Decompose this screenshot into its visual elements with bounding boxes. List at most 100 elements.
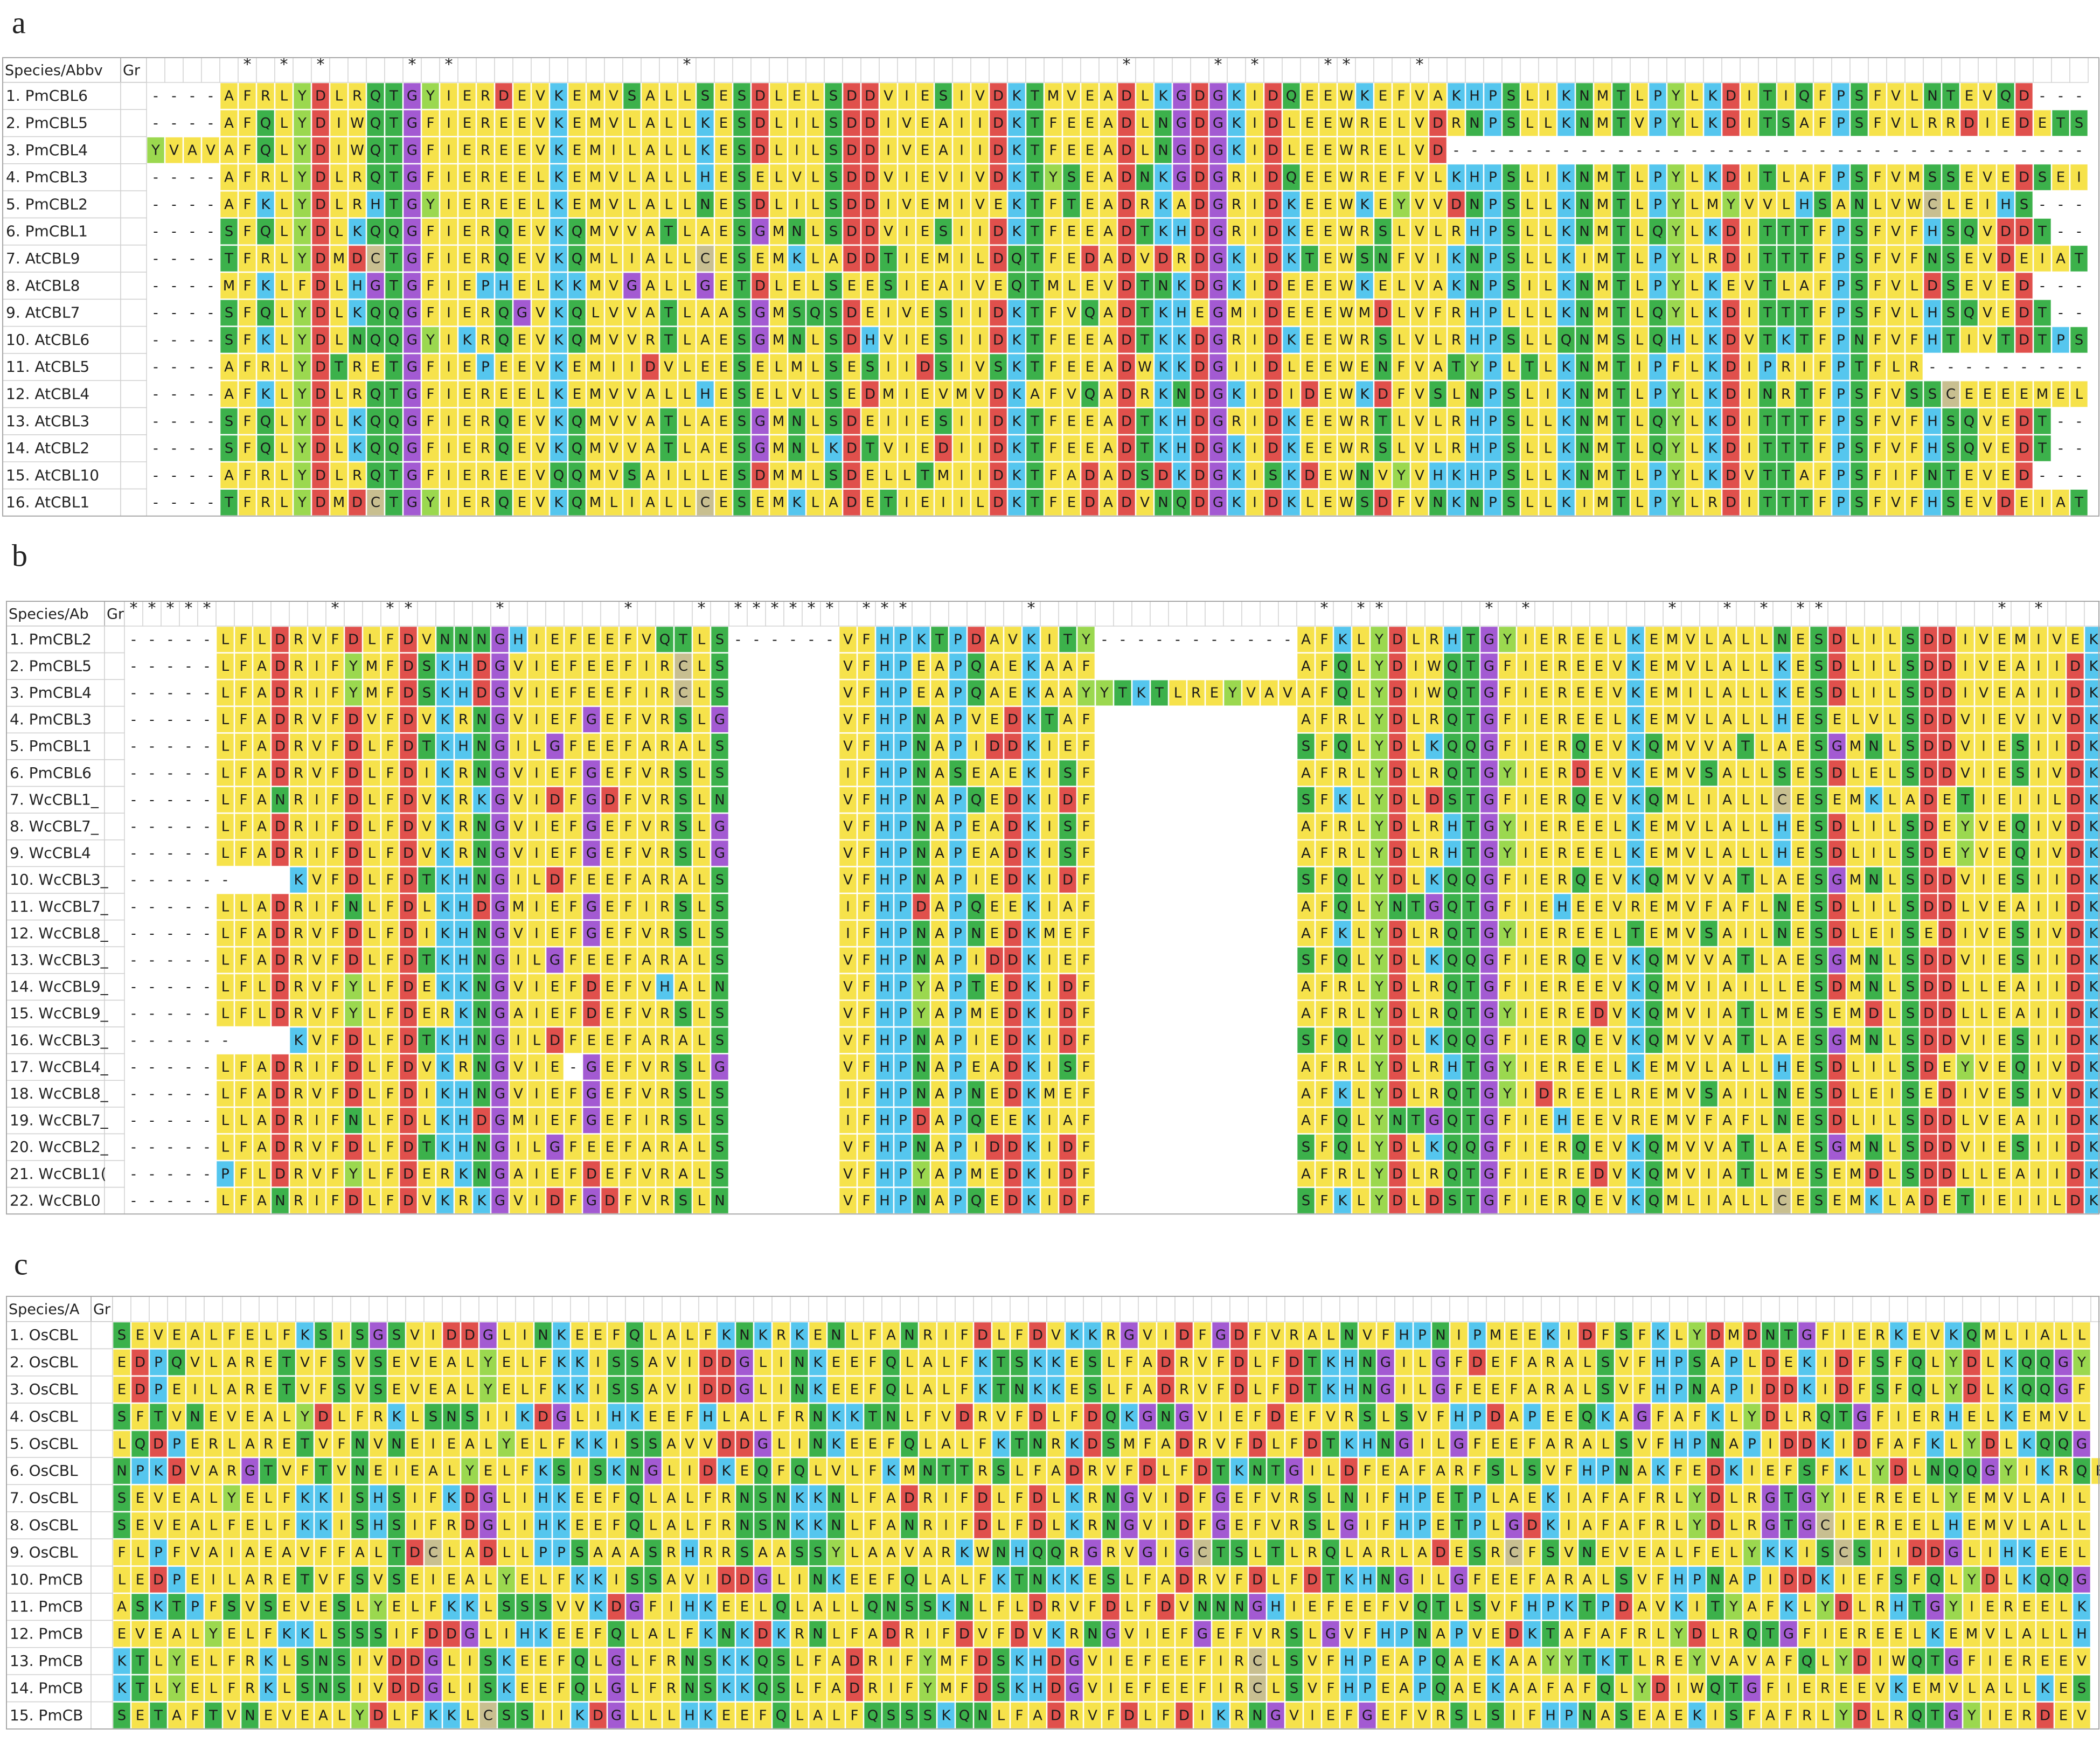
header-grid-cell xyxy=(955,1296,974,1322)
header-grid-cell xyxy=(1284,1296,1304,1322)
header-grid-cell xyxy=(1541,1296,1560,1322)
header-grid-cell xyxy=(1703,57,1722,83)
residue-cell xyxy=(1539,164,1557,191)
residue-cell xyxy=(714,191,733,218)
header-grid-cell xyxy=(662,1296,681,1322)
residue-cell xyxy=(238,82,256,109)
residue-cell xyxy=(1978,191,1997,218)
residue-cell xyxy=(440,82,458,109)
residue-cell xyxy=(403,218,421,245)
residue-cell xyxy=(458,245,476,272)
sequence-name: 21. WcCBL1( xyxy=(10,1165,107,1183)
residue-cell xyxy=(824,109,843,137)
residue-cell xyxy=(1722,109,1740,137)
residue-cell xyxy=(458,164,476,191)
residue-cell xyxy=(1355,82,1374,109)
residue-cell xyxy=(476,82,495,109)
residue-cell xyxy=(1960,82,1978,109)
residue-cell xyxy=(1264,245,1282,272)
residue-cell xyxy=(898,245,916,272)
residue-cell xyxy=(769,218,788,245)
residue-cell xyxy=(1044,164,1062,191)
column-header[interactable]: Species/A xyxy=(9,1301,80,1318)
header-grid-cell xyxy=(1208,57,1228,83)
residue-cell xyxy=(568,272,586,299)
residue-cell xyxy=(165,137,183,164)
residue-cell xyxy=(385,137,403,164)
residue-cell xyxy=(220,191,238,218)
residue-cell xyxy=(1374,164,1392,191)
header-grid-cell xyxy=(1742,1296,1762,1322)
header-grid-cell xyxy=(167,1296,186,1322)
residue-cell xyxy=(879,82,898,109)
residue-cell xyxy=(495,245,513,272)
header-grid-cell xyxy=(643,1296,663,1322)
residue-cell xyxy=(1465,245,1484,272)
residue-cell xyxy=(1887,218,1905,245)
residue-cell xyxy=(1649,109,1667,137)
residue-cell xyxy=(568,245,586,272)
residue-cell xyxy=(1026,245,1044,272)
residue-cell xyxy=(220,109,238,137)
residue-cell xyxy=(330,82,348,109)
residue-cell xyxy=(1942,109,1960,137)
residue-cell xyxy=(366,191,385,218)
header-grid-cell xyxy=(329,57,349,83)
residue-cell xyxy=(1319,137,1337,164)
column-header[interactable]: Gr xyxy=(93,1301,111,1318)
residue-cell xyxy=(1209,109,1227,137)
header-grid-cell xyxy=(1761,1296,1780,1322)
residue-cell xyxy=(1447,218,1465,245)
residue-cell xyxy=(659,164,678,191)
residue-cell xyxy=(1612,191,1630,218)
residue-cell xyxy=(403,109,421,137)
panel-label: a xyxy=(12,5,26,40)
residue-cell xyxy=(843,164,861,191)
residue-cell xyxy=(659,245,678,272)
residue-cell xyxy=(385,245,403,272)
residue-cell xyxy=(1447,245,1465,272)
residue-cell xyxy=(989,218,1007,245)
residue-cell xyxy=(1649,245,1667,272)
column-header[interactable]: Species/Ab xyxy=(9,606,89,623)
residue-cell xyxy=(843,218,861,245)
header-grid-cell xyxy=(1944,1296,1963,1322)
header-cell[interactable] xyxy=(2,57,121,83)
residue-cell xyxy=(476,109,495,137)
header-grid-cell xyxy=(717,1296,736,1322)
column-header[interactable]: Gr xyxy=(107,606,124,623)
column-header[interactable]: Gr xyxy=(123,63,141,79)
residue-cell xyxy=(934,191,952,218)
residue-cell xyxy=(568,137,586,164)
residue-cell xyxy=(714,245,733,272)
residue-cell xyxy=(421,218,440,245)
header-grid-cell xyxy=(259,1296,278,1322)
residue-cell xyxy=(604,191,623,218)
residue-cell xyxy=(256,82,275,109)
residue-cell xyxy=(1703,191,1722,218)
residue-cell xyxy=(531,164,550,191)
residue-cell xyxy=(1685,164,1703,191)
residue-cell xyxy=(1923,245,1942,272)
residue-cell xyxy=(1355,109,1374,137)
residue-cell xyxy=(513,82,531,109)
header-grid-cell xyxy=(1648,57,1667,83)
column-header[interactable]: Species/Abbv xyxy=(5,63,103,79)
residue-cell xyxy=(2015,218,2033,245)
residue-cell xyxy=(1355,191,1374,218)
sequence-name: 8. AtCBL8 xyxy=(6,276,80,294)
residue-cell xyxy=(1191,137,1209,164)
residue-cell xyxy=(1667,218,1685,245)
residue-cell xyxy=(1392,109,1410,137)
residue-cell xyxy=(311,82,330,109)
residue-cell xyxy=(1374,109,1392,137)
header-grid-cell xyxy=(460,1296,479,1322)
residue-cell xyxy=(238,218,256,245)
residue-cell xyxy=(1978,82,1997,109)
residue-cell xyxy=(1850,109,1868,137)
header-grid-cell xyxy=(332,1296,351,1322)
group-cell xyxy=(120,407,147,435)
residue-cell xyxy=(147,137,165,164)
group-cell xyxy=(120,272,147,300)
residue-cell xyxy=(1429,109,1447,137)
